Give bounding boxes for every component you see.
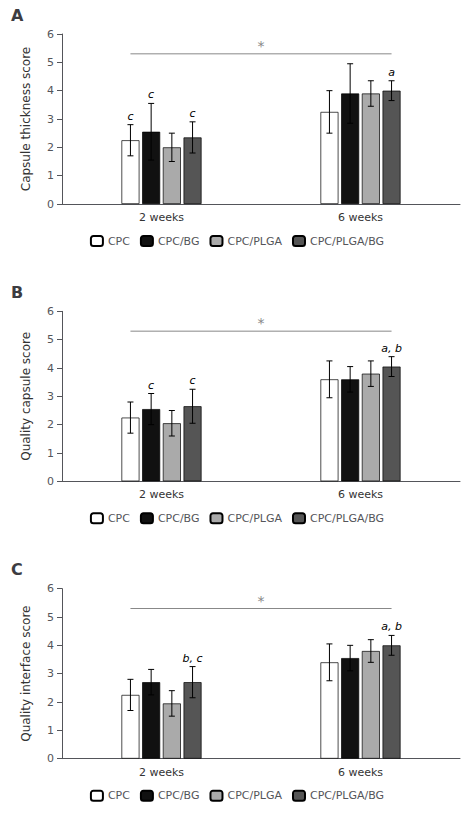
svg-text:CPC: CPC [108,512,130,525]
svg-text:a, b: a, b [381,342,402,355]
svg-text:Quality interface score: Quality interface score [19,606,33,742]
svg-text:Capsule thickness score: Capsule thickness score [19,47,33,191]
svg-text:CPC/BG: CPC/BG [158,789,200,802]
svg-text:2 weeks: 2 weeks [139,766,184,779]
svg-text:CPC/PLGA: CPC/PLGA [227,789,282,802]
svg-text:c: c [148,379,154,392]
svg-text:c: c [148,88,154,101]
svg-text:c: c [190,374,196,387]
svg-text:CPC/PLGA: CPC/PLGA [227,235,282,248]
svg-text:3: 3 [47,390,54,403]
svg-text:2: 2 [47,141,54,154]
svg-text:6: 6 [47,28,54,41]
svg-text:CPC/PLGA/BG: CPC/PLGA/BG [310,789,384,802]
svg-text:a: a [388,66,395,79]
svg-text:CPC/PLGA/BG: CPC/PLGA/BG [310,235,384,248]
svg-text:0: 0 [47,198,54,211]
svg-text:c: c [127,110,133,123]
svg-text:0: 0 [47,475,54,488]
svg-text:Quality capsule score: Quality capsule score [19,332,33,461]
svg-text:a, b: a, b [381,620,402,633]
svg-text:CPC/BG: CPC/BG [158,235,200,248]
svg-text:*: * [258,38,265,54]
svg-text:CPC/PLGA/BG: CPC/PLGA/BG [310,512,384,525]
svg-text:C: C [11,560,23,579]
svg-text:6: 6 [47,305,54,318]
svg-text:5: 5 [47,56,54,69]
svg-text:1: 1 [47,724,54,737]
svg-text:b, c: b, c [183,652,203,665]
svg-text:4: 4 [47,639,54,652]
svg-text:*: * [258,315,265,331]
svg-text:CPC/PLGA: CPC/PLGA [227,512,282,525]
svg-text:c: c [190,107,196,120]
svg-text:CPC: CPC [108,789,130,802]
svg-text:3: 3 [47,667,54,680]
svg-text:6: 6 [47,582,54,595]
svg-text:0: 0 [47,752,54,765]
svg-text:B: B [11,283,23,302]
svg-text:5: 5 [47,611,54,624]
svg-text:CPC/BG: CPC/BG [158,512,200,525]
svg-text:1: 1 [47,447,54,460]
svg-text:3: 3 [47,113,54,126]
svg-text:6 weeks: 6 weeks [338,488,383,501]
svg-text:2 weeks: 2 weeks [139,488,184,501]
svg-text:2 weeks: 2 weeks [139,211,184,224]
svg-text:2: 2 [47,418,54,431]
svg-text:4: 4 [47,84,54,97]
svg-text:6 weeks: 6 weeks [338,766,383,779]
svg-text:4: 4 [47,362,54,375]
svg-text:2: 2 [47,696,54,709]
svg-text:1: 1 [47,169,54,182]
svg-text:6 weeks: 6 weeks [338,211,383,224]
svg-text:*: * [258,593,265,609]
svg-text:A: A [11,6,24,25]
svg-text:5: 5 [47,333,54,346]
svg-text:CPC: CPC [108,235,130,248]
